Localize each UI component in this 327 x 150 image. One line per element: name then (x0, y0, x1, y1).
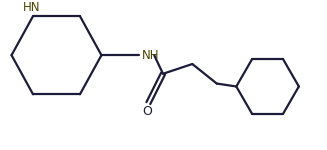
Text: HN: HN (23, 1, 41, 14)
Text: O: O (143, 105, 152, 118)
Text: NH: NH (142, 49, 159, 62)
